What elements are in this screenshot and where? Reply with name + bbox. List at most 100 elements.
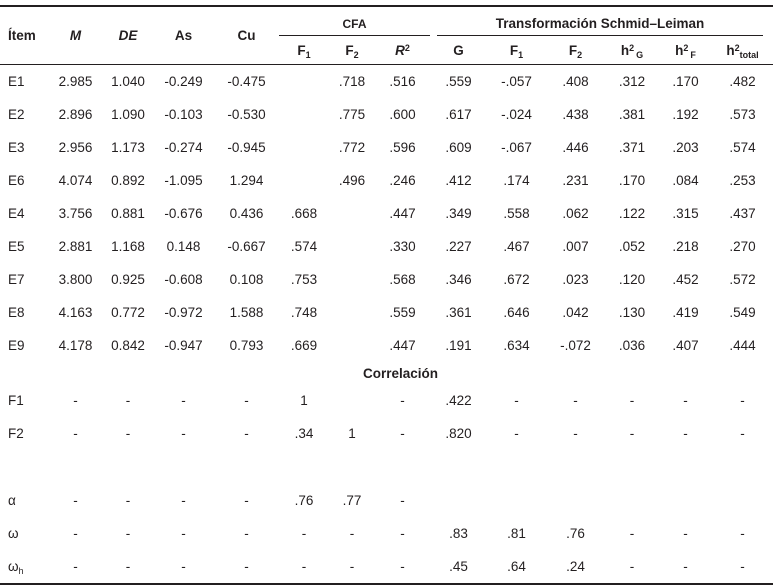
cell: -	[244, 393, 249, 408]
cell: -0.530	[227, 107, 266, 122]
cell: .64	[507, 559, 526, 574]
cell: -	[181, 426, 186, 441]
cell: .438	[562, 107, 589, 122]
cell: 1.588	[229, 305, 264, 320]
row-label: F2	[8, 426, 24, 441]
cell: -0.475	[227, 74, 266, 89]
cell: .753	[290, 272, 318, 287]
cell: .422	[445, 393, 472, 408]
cell: 2.896	[58, 107, 93, 122]
cell: .600	[389, 107, 416, 122]
cell: .437	[729, 206, 756, 221]
section-row: Correlación	[0, 362, 773, 384]
cell: -0.103	[164, 107, 203, 122]
cell: -	[244, 426, 249, 441]
col-header-kurtosis: Cu	[214, 6, 279, 65]
col-header-h2-total: h2total	[712, 36, 773, 65]
table-row: α - - - - .76 .77 -	[0, 484, 773, 517]
cell: .45	[449, 559, 468, 574]
cell: -	[514, 426, 519, 441]
table-row: E9 4.178 0.842 -0.947 0.793 .669 .447 .191 .634 -…	[0, 329, 773, 362]
col-header-h2-g: h2G	[605, 36, 659, 65]
cell: -	[181, 493, 186, 508]
table-row: ωh - - - - - - - .45 .64 .24 - - -	[0, 550, 773, 584]
table-row: E7 3.800 0.925 -0.608 0.108 .753 .568 .346 .672.…	[0, 263, 773, 296]
cell: .516	[389, 74, 416, 89]
col-header-sl-f2: F2	[546, 36, 605, 65]
cell: -	[573, 393, 578, 408]
cell: 0.772	[111, 305, 145, 320]
col-header-sl-f1: F1	[487, 36, 546, 65]
table-row: E1 2.985 1.040 -0.249 -0.475 .718 .516 .559 -.05…	[0, 65, 773, 99]
cell: 1.090	[111, 107, 145, 122]
cell: -1.095	[164, 173, 203, 188]
cell: -	[514, 393, 519, 408]
cell: .412	[445, 173, 472, 188]
cell: -	[181, 559, 186, 574]
cell: -	[740, 426, 745, 441]
cell: -0.667	[227, 239, 266, 254]
cell: -	[301, 559, 307, 574]
cell: 4.163	[58, 305, 93, 320]
cell: 1	[300, 393, 308, 408]
table-row: E8 4.163 0.772 -0.972 1.588 .748 .559 .361 .646.…	[0, 296, 773, 329]
cell: -0.945	[227, 140, 266, 155]
cell: .315	[672, 206, 699, 221]
cell: .007	[562, 239, 589, 254]
spanner-cfa: CFA	[279, 6, 430, 36]
cell: .549	[729, 305, 756, 320]
cell: .76	[294, 493, 314, 508]
row-label: E3	[8, 140, 25, 155]
cell: -	[244, 493, 249, 508]
cell: -	[683, 526, 688, 541]
table-row: ω - - - - - - - .83 .81 .76 - - -	[0, 517, 773, 550]
cell: .371	[618, 140, 646, 155]
cell: .330	[389, 239, 416, 254]
cell: .568	[389, 272, 416, 287]
cell	[487, 484, 546, 517]
cell: -0.972	[164, 305, 203, 320]
cell: -0.274	[164, 140, 203, 155]
cell: -	[125, 559, 131, 574]
row-label: E1	[8, 74, 25, 89]
cell: .574	[290, 239, 318, 254]
section-header: Correlación	[362, 365, 439, 381]
cell: .81	[507, 526, 526, 541]
cell: .447	[389, 206, 416, 221]
cell: -	[301, 526, 307, 541]
cell: .227	[445, 239, 472, 254]
cell: .130	[618, 305, 646, 320]
cell: .672	[503, 272, 530, 287]
cell: .668	[290, 206, 318, 221]
cell	[329, 329, 375, 362]
cell: .467	[503, 239, 530, 254]
cell: .246	[389, 173, 416, 188]
cell: 1.294	[229, 173, 264, 188]
cell: .349	[445, 206, 472, 221]
cell	[430, 484, 487, 517]
cell: .447	[389, 338, 416, 353]
row-label: E5	[8, 239, 25, 254]
cell: .496	[338, 173, 366, 188]
cell: .231	[562, 173, 589, 188]
table-row: F2 - - - - .34 1 - .820 - - - - -	[0, 417, 773, 450]
cell: -	[573, 426, 578, 441]
cell: -	[683, 393, 688, 408]
cell: -	[740, 393, 745, 408]
cell: -	[244, 526, 249, 541]
cell: 0.793	[229, 338, 264, 353]
row-label: E4	[8, 206, 25, 221]
cell: -0.249	[164, 74, 203, 89]
cell: 0.892	[111, 173, 145, 188]
cell: .559	[389, 305, 416, 320]
cell: -	[125, 526, 131, 541]
cell: .820	[445, 426, 472, 441]
cell: -	[349, 559, 355, 574]
cell: -	[181, 393, 186, 408]
col-header-cfa-f2: F2	[329, 36, 375, 65]
spacer-row	[0, 450, 773, 484]
cell: .218	[672, 239, 699, 254]
row-label: F1	[8, 393, 24, 408]
cell: -	[400, 559, 405, 574]
